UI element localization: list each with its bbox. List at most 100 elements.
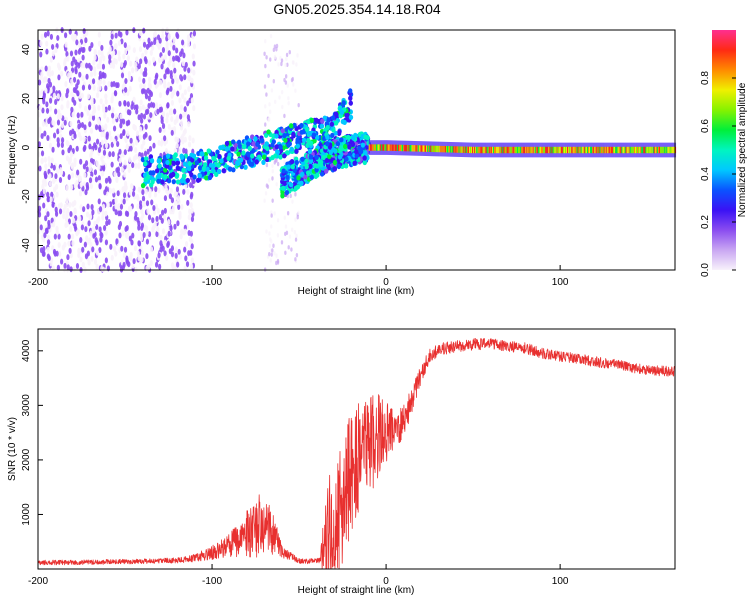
spectrogram-cell [280,193,285,199]
spectrogram-cell [42,77,46,84]
spectrogram-cell [176,261,180,268]
spectrogram-cell [294,237,298,242]
spectrogram-cell [556,146,559,154]
spectrogram-cell [154,74,158,81]
spectrogram-cell [100,170,105,177]
spectrogram-cell [503,146,505,154]
spectrogram-cell [482,146,484,154]
spectrogram-cell [344,156,349,162]
spectrogram-cell [119,61,124,68]
spectrogram-cell [295,62,298,67]
spectrogram-cell [144,71,148,78]
spectrogram-cell [557,146,560,154]
spectrogram-cell [89,127,94,134]
spectrogram-cell [246,152,251,158]
spectrogram-cell [114,42,118,49]
spectrogram-cell [70,233,75,240]
spectrogram-cell [163,239,167,246]
spectrogram-cell [148,135,152,142]
spectrogram-cell [71,111,75,118]
spectrogram-cell [170,115,174,122]
spectrogram-cell [77,176,82,183]
spectrogram-cell [136,203,140,210]
spectrogram-cell [577,146,579,154]
spectrogram-cell [497,146,499,154]
spectrogram-cell [265,145,270,152]
spectrogram-cell [305,170,311,176]
spectrogram-cell [333,120,339,126]
spectrogram-cell [124,86,128,93]
spectrogram-cell [106,116,110,123]
spectrogram-cell [93,54,97,61]
spectrogram-cell [526,146,528,154]
spectrogram-cell [163,73,167,80]
spectrogram-cell [122,261,126,268]
spectrogram-cell [540,146,543,154]
spectrogram-cell [270,224,273,229]
spectrogram-cell [642,146,644,154]
spectrogram-cell [48,105,53,112]
spectrogram-cell [156,158,162,164]
spectrogram-cell [67,233,71,240]
spectrogram-cell [86,203,90,210]
spectrogram-cell [667,146,669,154]
spectrogram-cell [44,65,48,72]
spectrogram-cell [163,82,167,89]
snr-series-line [37,338,676,569]
spectrogram-cell [97,147,102,154]
spectrogram-cell [93,258,98,265]
spectrogram-cell [111,63,116,70]
spectrogram-cell [46,211,50,218]
spectrogram-cell [191,53,195,60]
colorbar-tick-label: 0.6 [700,119,711,133]
spectrogram-cell [571,146,573,154]
spectrogram-cell [462,146,465,153]
spectrogram-cell [437,145,440,153]
spectrogram-cell [464,146,467,153]
spectrogram-cell [124,137,128,144]
spectrogram-cell [92,84,96,91]
spectrogram-cell [270,88,274,93]
spectrogram-cell [110,97,114,104]
spectrogram-cell [149,260,153,267]
spectrogram-cell [488,146,491,154]
spectrogram-cell [265,162,269,168]
spectrogram-cell [69,266,73,273]
spectrogram-cell [236,139,242,145]
spectrogram-cell [100,44,104,51]
spectrogram-cell [403,144,405,152]
spectrogram-cell [68,144,73,151]
spectrogram-cell [342,143,348,150]
spectrogram-cell [539,146,542,154]
spectrogram-cell [163,54,167,61]
spectrogram-cell [83,144,87,151]
spectrogram-cell [56,128,60,135]
spectrogram-cell [169,225,173,232]
spectrogram-cell [120,72,125,79]
spectrogram-cell [138,126,143,133]
spectrogram-cell [195,177,201,183]
spectrogram-cell [352,160,357,166]
spectrogram-cell [174,55,178,62]
spectrogram-cell [123,59,127,66]
spectrogram-cell [46,134,50,141]
spectrogram-cell [189,202,193,209]
spectrogram-cell [187,214,191,221]
spectrogram-cell [546,146,548,154]
spectrogram-cell [171,160,176,166]
spectrogram-cell [632,146,635,154]
spectrogram-cell [70,162,74,169]
spectrogram-cell [85,166,89,173]
spectrogram-cell [68,129,73,136]
spectrogram-cell [114,203,118,210]
spectrogram-cell [42,245,46,252]
spectrogram-cell [98,206,103,213]
spectrogram-cell [93,49,97,56]
spectrogram-cell [66,55,70,62]
spectrogram-cell [331,147,336,153]
spectrogram-cell [444,146,447,153]
spectrogram-cell [400,144,402,152]
spectrogram-cell [118,100,122,107]
spectrogram-cell [653,146,656,154]
spectrogram-cell [69,70,73,77]
